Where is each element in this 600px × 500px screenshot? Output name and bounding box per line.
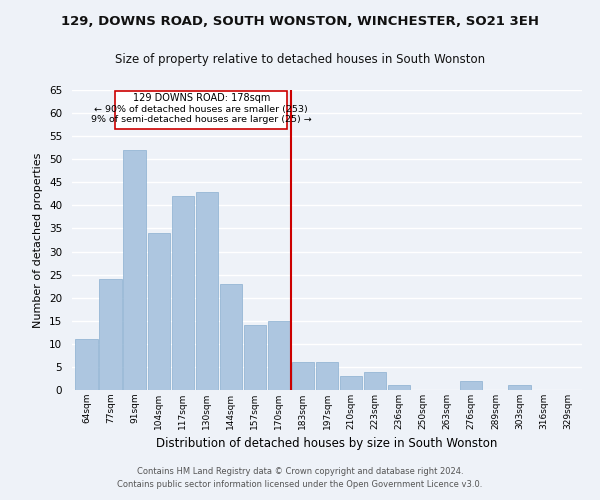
Bar [364,372,386,390]
Bar [124,150,146,390]
Bar [220,284,242,390]
Bar [76,339,98,390]
Bar [508,386,530,390]
Y-axis label: Number of detached properties: Number of detached properties [34,152,43,328]
Bar [316,362,338,390]
Text: Contains public sector information licensed under the Open Government Licence v3: Contains public sector information licen… [118,480,482,489]
Bar [388,386,410,390]
Text: Size of property relative to detached houses in South Wonston: Size of property relative to detached ho… [115,52,485,66]
Text: ← 90% of detached houses are smaller (253): ← 90% of detached houses are smaller (25… [94,105,308,114]
Text: 9% of semi-detached houses are larger (25) →: 9% of semi-detached houses are larger (2… [91,116,311,124]
Bar [100,279,122,390]
Text: Contains HM Land Registry data © Crown copyright and database right 2024.: Contains HM Land Registry data © Crown c… [137,467,463,476]
X-axis label: Distribution of detached houses by size in South Wonston: Distribution of detached houses by size … [157,438,497,450]
Bar [172,196,194,390]
Bar [340,376,362,390]
Bar [292,362,314,390]
Bar [268,321,290,390]
Bar [196,192,218,390]
Text: 129, DOWNS ROAD, SOUTH WONSTON, WINCHESTER, SO21 3EH: 129, DOWNS ROAD, SOUTH WONSTON, WINCHEST… [61,15,539,28]
Bar [244,326,266,390]
FancyBboxPatch shape [115,91,287,129]
Text: 129 DOWNS ROAD: 178sqm: 129 DOWNS ROAD: 178sqm [133,94,270,104]
Bar [460,381,482,390]
Bar [148,233,170,390]
